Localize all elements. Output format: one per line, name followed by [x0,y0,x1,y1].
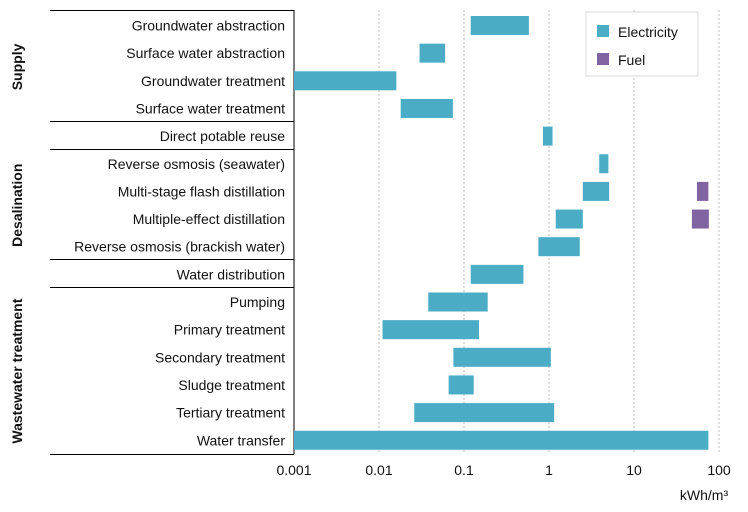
legend-swatch-fuel [597,53,609,65]
electricity-bar-reverse-osmosis-seawater [599,154,609,174]
x-tick-label: 10 [626,462,642,478]
electricity-bar-tertiary-treatment [414,403,555,423]
electricity-bar-direct-potable-reuse [543,126,553,146]
bars [294,16,709,450]
category-label: Water transfer [197,432,286,448]
electricity-bar-multi-stage-flash-distillation [582,181,610,201]
x-tick-label: 1 [545,462,553,478]
category-label: Reverse osmosis (seawater) [108,156,285,172]
x-tick-label: 0.1 [454,462,474,478]
x-tick-label: 0.001 [276,462,311,478]
category-label: Groundwater abstraction [132,18,285,34]
legend-box [585,11,699,77]
electricity-bar-groundwater-treatment [294,71,397,91]
fuel-bar-multiple-effect-distillation [691,209,709,229]
legend-label-fuel: Fuel [618,52,645,68]
electricity-bar-pumping [428,292,488,312]
category-label: Multi-stage flash distillation [118,183,285,199]
legend: Electricity Fuel [585,11,699,77]
category-labels: Groundwater abstraction Surface water abs… [74,18,285,449]
category-label: Reverse osmosis (brackish water) [74,239,285,255]
group-label-wastewater-treatment: Wastewater treatment [9,298,25,443]
category-label: Surface water treatment [136,100,286,116]
electricity-bar-surface-water-abstraction [419,43,446,63]
group-labels: Supply Desalination Wastewater treatment [9,43,25,443]
category-label: Tertiary treatment [176,405,285,421]
electricity-bar-secondary-treatment [453,347,551,367]
legend-swatch-electricity [597,25,609,37]
electricity-bar-multiple-effect-distillation [555,209,583,229]
category-label: Sludge treatment [178,377,285,393]
group-label-supply: Supply [9,43,25,90]
category-label: Multiple-effect distillation [133,211,285,227]
electricity-bar-surface-water-treatment [400,98,453,118]
electricity-bar-reverse-osmosis-brackish-water [538,237,580,257]
electricity-bar-sludge-treatment [448,375,474,395]
electricity-bar-primary-treatment [382,320,479,340]
category-label: Surface water abstraction [126,45,285,61]
x-tick-label: 0.01 [365,462,392,478]
x-unit-label: kWh/m³ [680,487,729,503]
x-tick-label: 100 [707,462,731,478]
category-label: Pumping [230,294,285,310]
electricity-bar-groundwater-abstraction [470,16,529,35]
group-label-desalination: Desalination [9,164,25,247]
electricity-bar-water-distribution [470,264,524,284]
legend-label-electricity: Electricity [618,24,678,40]
category-label: Groundwater treatment [141,73,285,89]
category-label: Secondary treatment [155,349,285,365]
fuel-bar-multi-stage-flash-distillation [696,181,709,201]
category-label: Direct potable reuse [160,128,286,144]
x-tick-labels: 0.001 0.01 0.1 1 10 100 [276,462,730,478]
electricity-bar-water-transfer [294,430,709,450]
category-label: Primary treatment [174,322,285,338]
category-label: Water distribution [177,266,285,282]
gridlines [378,10,720,454]
